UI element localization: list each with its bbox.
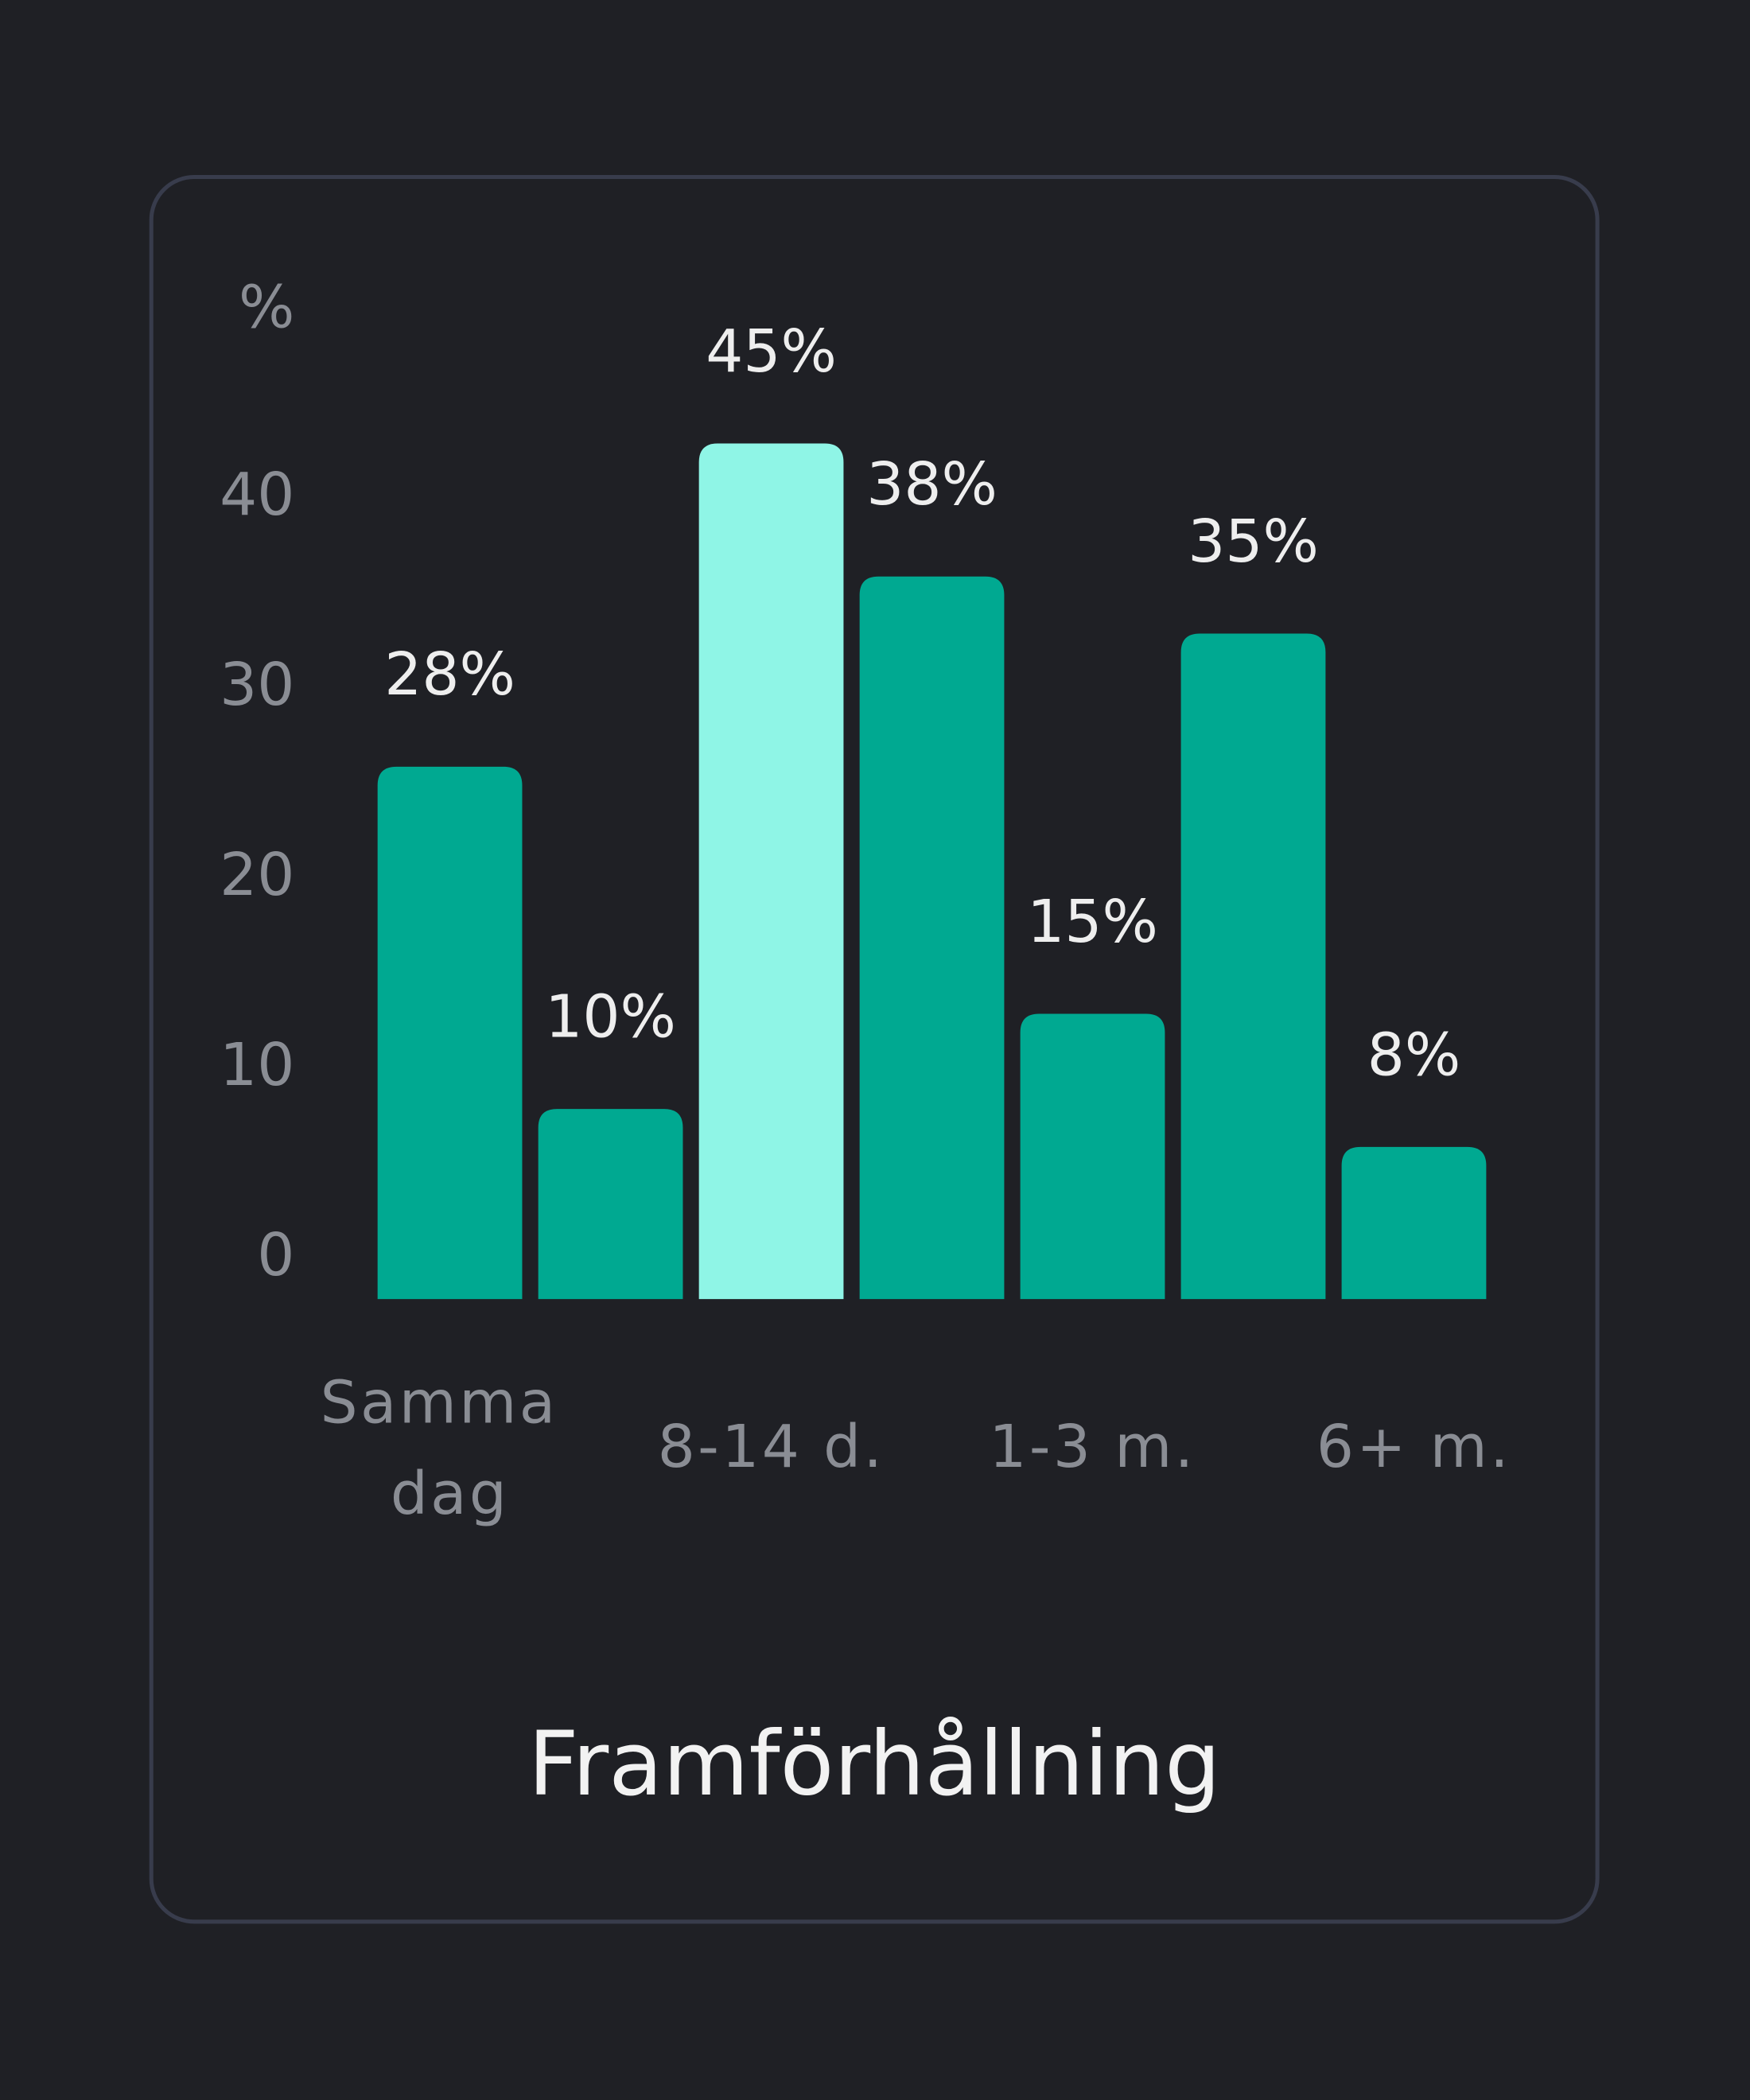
- value-label: 28%: [384, 640, 515, 709]
- x-tick-label: 1-3 m.: [989, 1413, 1196, 1481]
- value-label: 35%: [1188, 508, 1319, 576]
- bar: [1020, 1013, 1165, 1300]
- chart-title: Framförhållning: [528, 1713, 1221, 1816]
- bar: [377, 766, 523, 1300]
- value-label: 8%: [1367, 1021, 1460, 1089]
- bar: [1180, 633, 1326, 1300]
- bar: [859, 576, 1005, 1300]
- y-tick-label: 30: [220, 651, 294, 719]
- value-label: 38%: [866, 450, 998, 519]
- value-label: 15%: [1027, 888, 1158, 956]
- x-tick-label: Samma dag: [321, 1368, 580, 1527]
- value-label: 45%: [706, 317, 837, 386]
- y-tick-label: 20: [220, 841, 294, 909]
- y-tick-label: 10: [220, 1031, 294, 1099]
- x-tick-label: 6+ m.: [1316, 1413, 1511, 1481]
- x-tick-label: 8-14 d.: [658, 1413, 885, 1481]
- y-axis-label: %: [239, 273, 294, 341]
- bar: [698, 443, 844, 1300]
- y-tick-label: 40: [220, 461, 294, 529]
- y-tick-label: 0: [257, 1221, 294, 1289]
- bar: [538, 1109, 683, 1300]
- bar: [1341, 1146, 1487, 1300]
- value-label: 10%: [545, 982, 676, 1051]
